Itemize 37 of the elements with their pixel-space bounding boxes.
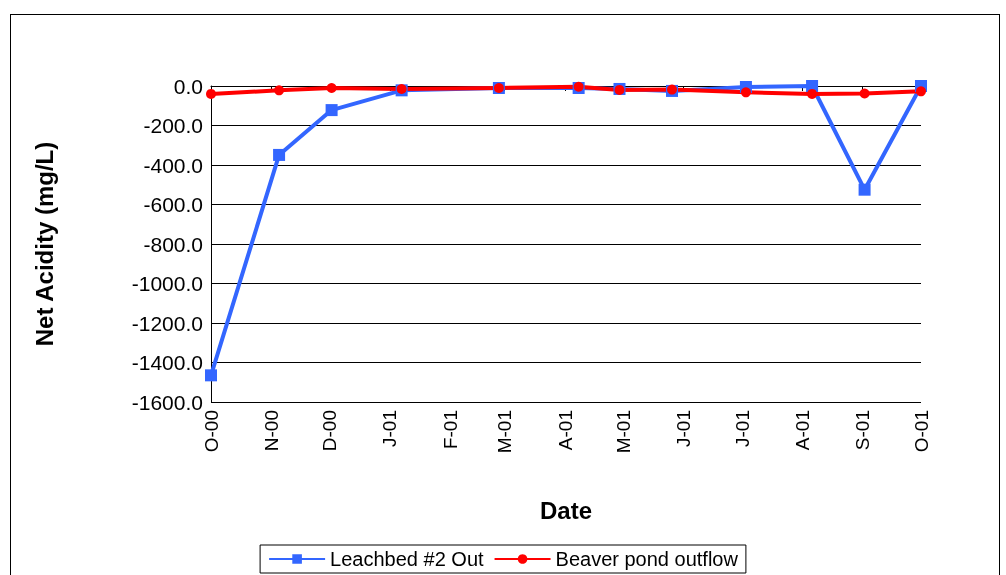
y-tick-label: -600.0 (143, 193, 203, 216)
x-tick-label: S-01 (852, 410, 874, 451)
y-tick-label: -1600.0 (131, 390, 203, 414)
x-tick-label: O-00 (200, 410, 222, 453)
point (807, 88, 818, 99)
y-tick-label: 0.0 (173, 74, 203, 98)
point (206, 88, 216, 99)
y-tick-label: -400.0 (143, 153, 203, 177)
point (326, 82, 337, 93)
y-axis-title: Net Acidity (mg/L) (30, 141, 58, 347)
legend-label: Leachbed #2 Out (330, 548, 484, 570)
x-tick-label: M-01 (494, 410, 516, 454)
x-tick-label: F-01 (439, 410, 461, 450)
point (916, 86, 926, 97)
x-tick-label: J-01 (379, 410, 401, 447)
y-tick-label: -1400.0 (131, 351, 203, 374)
point (205, 369, 217, 382)
x-axis-title: Date (539, 496, 593, 524)
x-tick-label: N-00 (260, 410, 282, 452)
y-tick-label: -200.0 (143, 114, 203, 137)
point (858, 183, 871, 196)
x-tick-label: J-01 (731, 410, 753, 447)
point (274, 85, 285, 96)
x-tick-label: J-01 (673, 410, 695, 447)
point (325, 104, 338, 117)
x-tick-label: M-01 (612, 410, 634, 454)
legend-label: Beaver pond outflow (555, 548, 739, 570)
point (273, 148, 286, 161)
x-tick-label: O-01 (910, 410, 932, 453)
point (859, 88, 870, 99)
x-tick-label: A-01 (554, 410, 576, 451)
point (740, 87, 751, 98)
x-tick-label: A-01 (791, 410, 813, 451)
y-tick-label: -800.0 (143, 232, 203, 256)
y-tick-label: -1000.0 (131, 272, 203, 295)
x-tick-label: D-00 (319, 410, 341, 452)
y-tick-label: -1200.0 (131, 311, 203, 335)
